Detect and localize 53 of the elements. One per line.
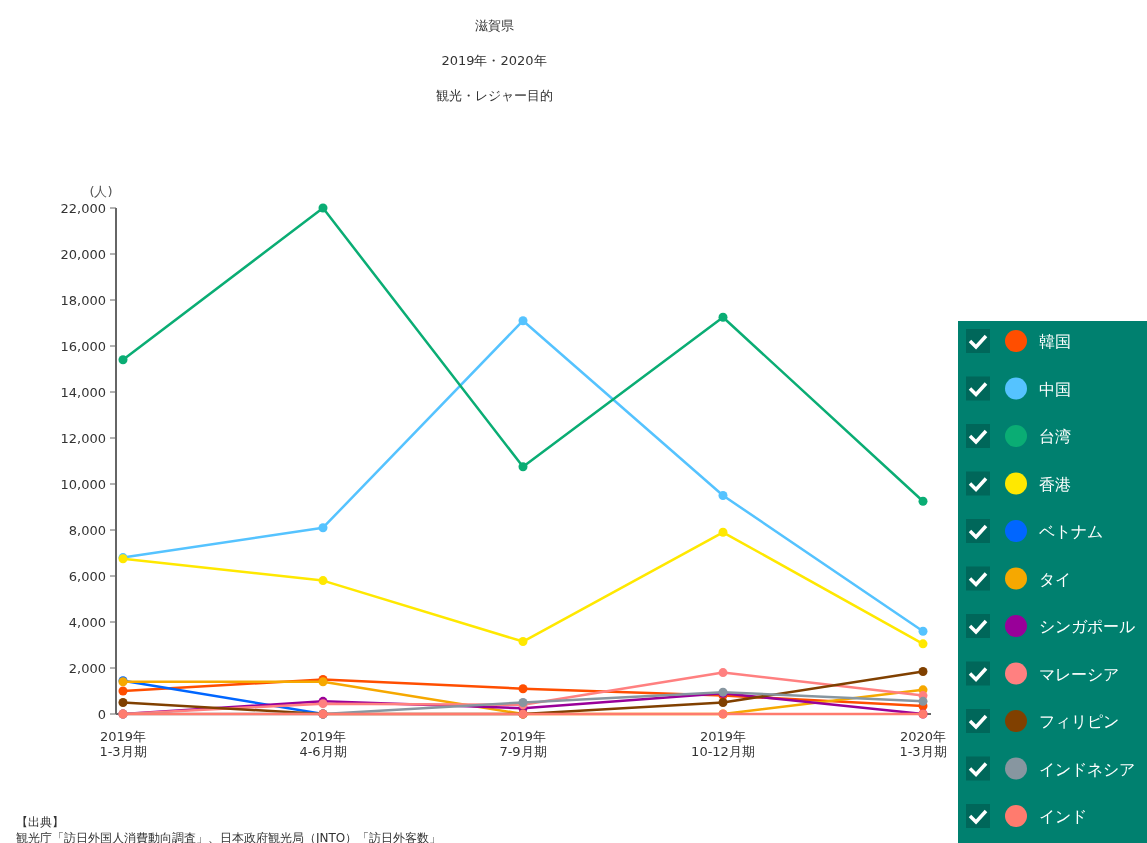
y-tick-label: 20,000	[60, 246, 106, 262]
y-tick-label: 4,000	[68, 614, 106, 630]
y-axis-title: (人)	[89, 184, 113, 199]
y-tick-label: 0	[97, 706, 106, 722]
legend-label: シンガポール	[1039, 617, 1135, 636]
x-tick-label: 2019年 1-3月期	[99, 729, 147, 759]
point	[718, 312, 728, 322]
legend-label: 台湾	[1039, 427, 1071, 446]
chart-subtitle: 2019年・2020年	[441, 53, 547, 68]
y-tick-label: 10,000	[60, 476, 106, 492]
y-tick-label: 12,000	[60, 430, 106, 446]
legend-label: フィリピン	[1039, 712, 1119, 731]
point	[918, 696, 928, 706]
point	[518, 637, 528, 647]
point	[918, 496, 928, 506]
legend-label: ベトナム	[1039, 522, 1103, 541]
point	[718, 668, 728, 678]
y-tick-label: 22,000	[60, 200, 106, 216]
x-tick-label: 2020年 1-3月期	[899, 729, 947, 759]
legend-label: タイ	[1039, 569, 1071, 589]
x-tick-label: 2019年 10-12月期	[691, 729, 755, 759]
y-tick-label: 2,000	[68, 660, 106, 676]
point	[318, 576, 328, 586]
legend-label: インドネシア	[1039, 759, 1135, 779]
y-tick-label: 14,000	[60, 384, 106, 400]
point	[518, 462, 528, 472]
y-tick-label: 8,000	[68, 522, 106, 538]
point	[918, 639, 928, 649]
chart-title: 滋賀県	[474, 18, 514, 33]
point	[118, 355, 128, 365]
point	[118, 698, 128, 707]
point	[518, 684, 528, 694]
point	[718, 491, 728, 500]
y-tick-label: 6,000	[68, 568, 106, 584]
legend-label: インド	[1039, 807, 1087, 826]
legend-label: 香港	[1039, 474, 1071, 494]
point	[318, 203, 328, 213]
point	[518, 316, 528, 326]
legend-label: 韓国	[1039, 332, 1071, 351]
y-tick-label: 18,000	[60, 292, 106, 308]
point	[918, 626, 928, 636]
legend-label: 中国	[1039, 379, 1071, 399]
y-tick-label: 16,000	[60, 338, 106, 354]
point	[118, 686, 128, 696]
point	[718, 698, 728, 707]
point	[318, 523, 328, 533]
text: 【出典】	[16, 815, 64, 829]
point	[918, 666, 928, 676]
x-tick-label: 2019年 7-9月期	[499, 729, 547, 759]
text: 観光・レジャー目的	[435, 88, 553, 103]
point	[718, 527, 728, 537]
x-tick-label: 2019年 4-6月期	[299, 729, 347, 759]
legend-label: マレーシア	[1039, 664, 1119, 684]
